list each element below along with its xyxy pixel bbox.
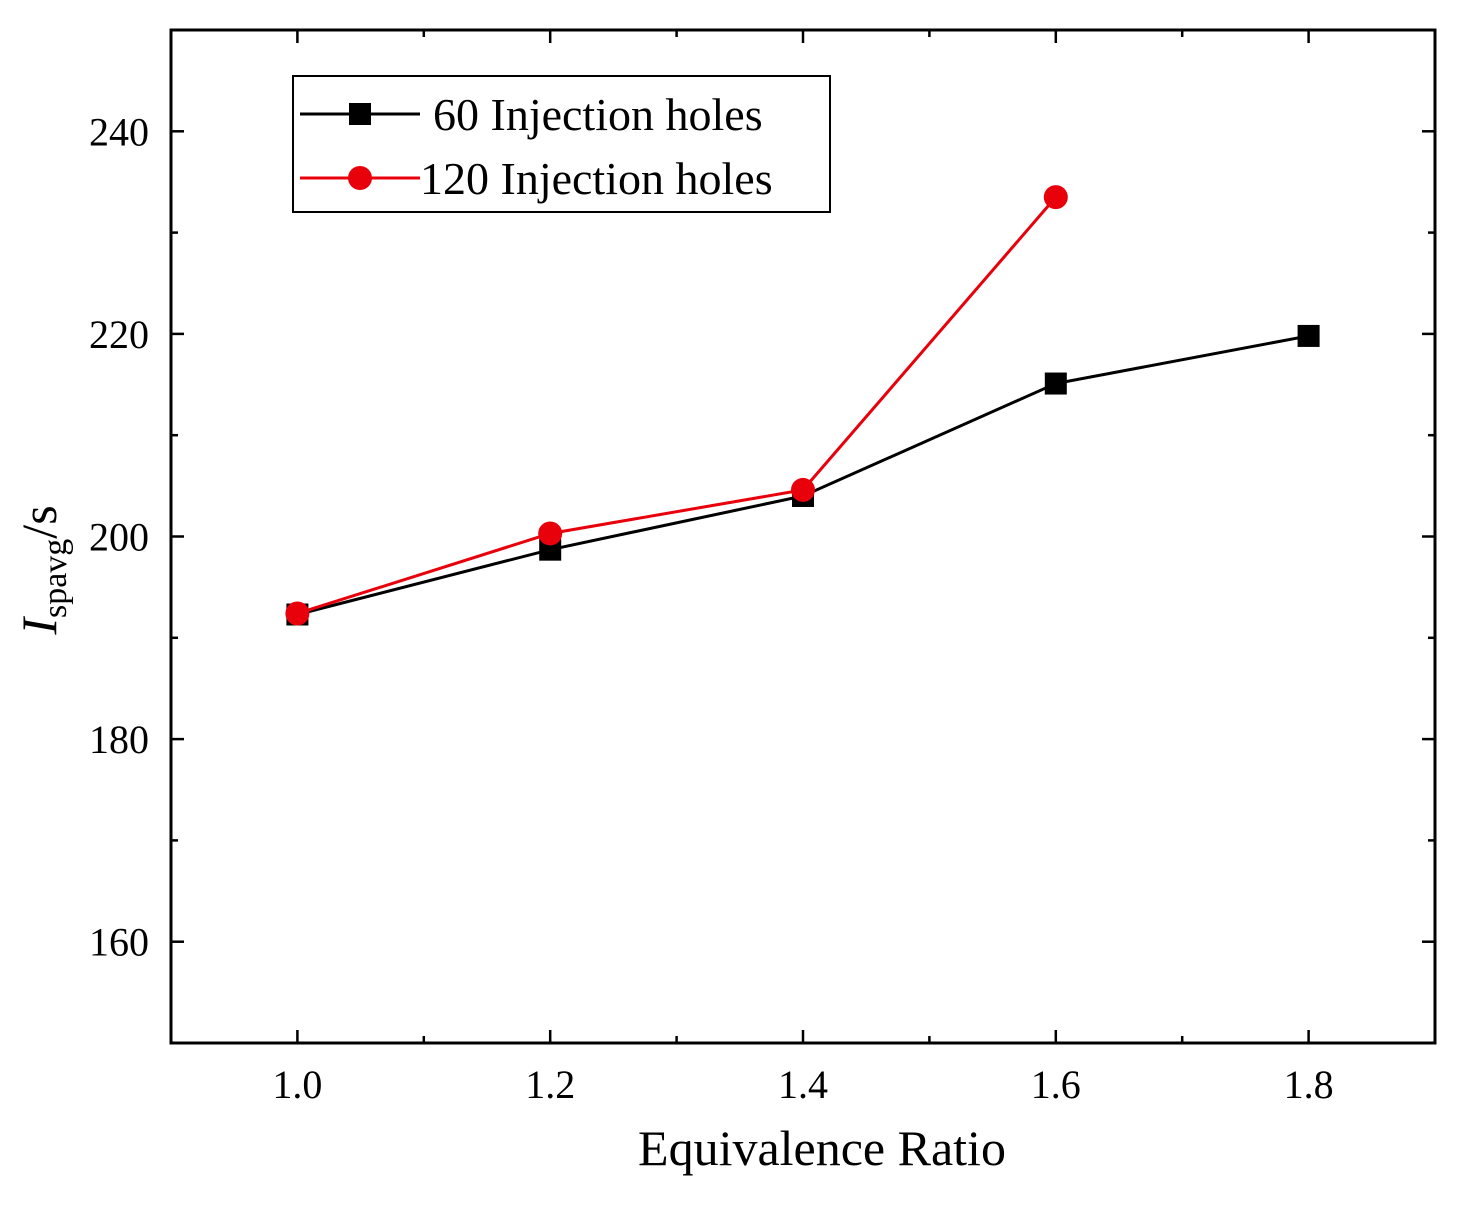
x-tick-label: 1.6	[1031, 1062, 1081, 1107]
legend-label-120: 120 Injection holes	[420, 153, 773, 204]
y-tick-label: 180	[89, 717, 149, 762]
y-axis-title: Ispavg/s	[11, 505, 74, 635]
legend-marker-120	[348, 166, 372, 190]
data-point	[1297, 324, 1320, 347]
legend-box	[292, 75, 831, 213]
series-line	[297, 334, 1309, 616]
series-line	[296, 196, 1057, 615]
y-axis-title-subscript: spavg	[37, 539, 74, 618]
data-point	[1044, 372, 1067, 395]
data-point	[539, 538, 562, 561]
x-axis-title: Equivalence Ratio	[638, 1120, 1006, 1176]
x-tick-label: 1.4	[778, 1062, 828, 1107]
legend-marker-60	[349, 103, 371, 125]
data-point	[791, 477, 815, 502]
series-1	[285, 185, 1068, 626]
x-tick-label: 1.2	[525, 1062, 575, 1107]
data-point	[538, 521, 563, 546]
legend-label-60: 60 Injection holes	[433, 89, 763, 140]
y-axis-title-main: I	[11, 616, 67, 636]
y-tick-label: 220	[89, 312, 149, 357]
data-point	[285, 601, 310, 626]
series-layer	[285, 185, 1320, 626]
series-0	[286, 324, 1320, 626]
y-tick-label: 240	[89, 109, 149, 154]
x-tick-label: 1.0	[272, 1062, 322, 1107]
legend: 60 Injection holes 120 Injection holes	[292, 75, 831, 213]
y-tick-label: 200	[89, 515, 149, 560]
axis-ticks: 1.0 1.2 1.4 1.6 1.8 160 180 200 220 240	[89, 30, 1435, 1107]
x-tick-label: 1.8	[1284, 1062, 1334, 1107]
data-point	[1043, 185, 1068, 210]
y-tick-label: 160	[89, 920, 149, 965]
y-axis-title-suffix: /s	[11, 505, 67, 538]
